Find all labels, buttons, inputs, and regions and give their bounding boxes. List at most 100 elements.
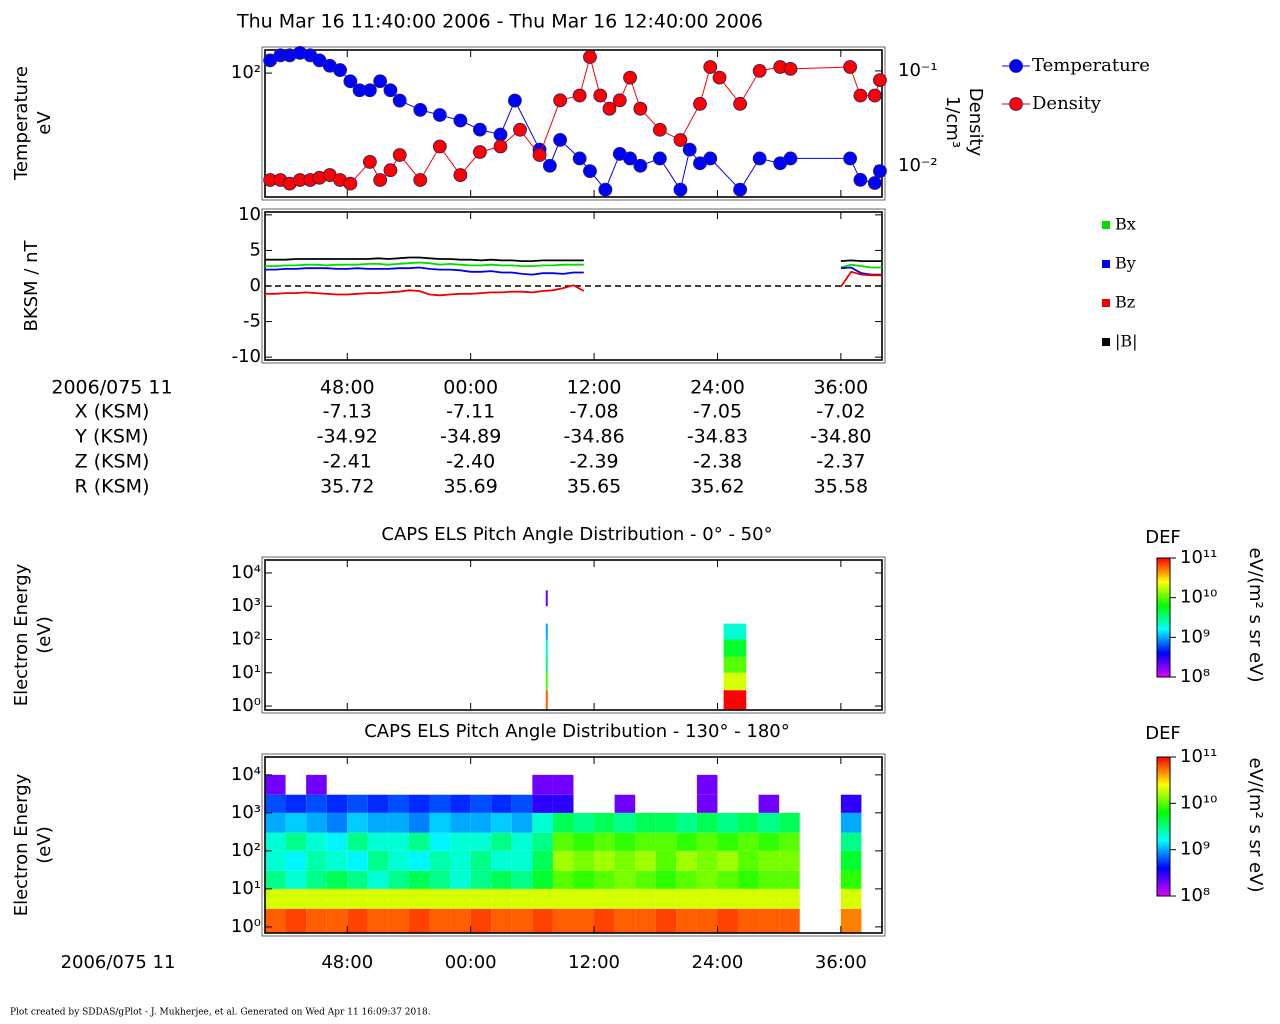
ephemeris-value: -34.92	[317, 426, 378, 448]
data-point	[583, 50, 597, 64]
heatmap-cell	[388, 908, 409, 933]
y-tick-label: 10¹	[231, 878, 261, 899]
heatmap-cell	[758, 850, 780, 871]
heatmap-cell	[655, 850, 677, 871]
plot-frame	[264, 756, 883, 934]
heatmap-cell	[306, 812, 327, 833]
heatmap-cell	[285, 850, 307, 871]
heatmap-cell	[326, 850, 348, 871]
heatmap-cell	[511, 832, 533, 851]
heatmap-cell	[429, 850, 451, 871]
data-point	[453, 168, 468, 182]
heatmap-cell	[306, 794, 327, 813]
heatmap-cell	[408, 908, 430, 933]
colorbar-tick-label: 10¹¹	[1180, 547, 1217, 568]
heatmap-cell	[738, 832, 759, 851]
heatmap-cell	[408, 850, 430, 871]
heatmap-cell	[285, 812, 307, 833]
heatmap-cell	[429, 812, 451, 833]
ephemeris-value: 35.72	[320, 476, 374, 498]
heatmap-cell	[655, 870, 677, 889]
data-point	[373, 173, 388, 187]
heatmap-cell	[696, 850, 718, 871]
heatmap-cell	[532, 870, 553, 889]
y-tick-label: -5	[243, 311, 261, 332]
panel-title: CAPS ELS Pitch Angle Distribution - 130°…	[364, 721, 790, 742]
heatmap-cell	[450, 812, 471, 833]
heatmap-cell	[532, 888, 553, 909]
heatmap-cell	[491, 794, 512, 813]
heatmap-cell	[840, 812, 862, 833]
heatmap-cell	[717, 888, 739, 909]
heatmap-cell	[758, 832, 780, 851]
legend-label: |B|	[1115, 332, 1138, 351]
legend-marker	[1009, 97, 1023, 111]
heatmap-cell	[388, 870, 409, 889]
heatmap-cell	[717, 850, 739, 871]
y-tick-label: 10²	[231, 628, 261, 649]
heatmap-cell	[347, 888, 368, 909]
heatmap-cell	[723, 639, 747, 657]
heatmap-cell	[532, 812, 553, 833]
x-axis-label: 2006/075 11	[61, 952, 176, 973]
ephemeris-time: 24:00	[690, 377, 745, 399]
heatmap-cell	[614, 850, 636, 871]
heatmap-cell	[491, 870, 512, 889]
ephemeris-value: -7.02	[816, 401, 865, 423]
heatmap-cell	[285, 832, 307, 851]
ephemeris-value: -2.40	[446, 451, 495, 473]
colorbar-tick-label: 10⁸	[1180, 666, 1210, 687]
heatmap-cell	[758, 794, 780, 813]
ephemeris-value: -7.13	[323, 401, 372, 423]
heatmap-cell	[532, 774, 553, 795]
heatmap-cell	[265, 850, 286, 871]
data-point	[682, 142, 697, 157]
panel	[545, 590, 747, 710]
heatmap-cell	[470, 908, 492, 933]
heatmap-cell	[717, 870, 739, 889]
heatmap-cell	[326, 794, 348, 813]
legend-swatch	[1102, 338, 1110, 346]
data-point	[623, 70, 637, 85]
heatmap-cell	[738, 888, 759, 909]
heatmap-cell	[779, 812, 800, 833]
footer: Plot created by SDDAS/gPlot - J. Mukherj…	[10, 1008, 431, 1018]
x-tick-label: 48:00	[321, 952, 373, 973]
heatmap-cell	[573, 870, 595, 889]
plot-frame-outer	[261, 753, 886, 937]
heatmap-cell	[723, 623, 747, 640]
heatmap-cell	[594, 812, 615, 833]
plot-title: Thu Mar 16 11:40:00 2006 - Thu Mar 16 12…	[236, 11, 763, 33]
heatmap-cell	[408, 870, 430, 889]
data-point	[623, 151, 637, 166]
heatmap-cell	[573, 888, 595, 909]
data-point	[383, 83, 398, 98]
y-tick-label: 10	[238, 204, 261, 225]
heatmap-cell	[470, 794, 492, 813]
data-point	[843, 60, 858, 74]
heatmap-cell	[285, 888, 307, 909]
heatmap-cell	[676, 812, 697, 833]
heatmap-cell	[265, 774, 286, 795]
heatmap-cell	[511, 794, 533, 813]
heatmap-cell	[840, 794, 862, 813]
heatmap-cell	[840, 888, 862, 909]
data-point	[867, 176, 882, 190]
heatmap-cell	[594, 888, 615, 909]
heatmap-cell	[306, 832, 327, 851]
colorbar-tick-label: 10¹⁰	[1180, 587, 1217, 608]
ephemeris-value: -2.38	[693, 451, 742, 473]
data-point	[752, 64, 767, 78]
heatmap-cell	[470, 832, 492, 851]
data-point	[633, 101, 648, 116]
heatmap-cell	[470, 850, 492, 871]
heatmap-cell	[840, 908, 862, 933]
series-line	[265, 256, 882, 262]
data-point	[383, 163, 398, 178]
heatmap-cell	[738, 908, 759, 933]
heatmap-cell	[265, 812, 286, 833]
data-point	[343, 176, 358, 191]
data-point	[362, 83, 377, 98]
heatmap-cell	[388, 850, 409, 871]
heatmap-cell	[491, 888, 512, 909]
